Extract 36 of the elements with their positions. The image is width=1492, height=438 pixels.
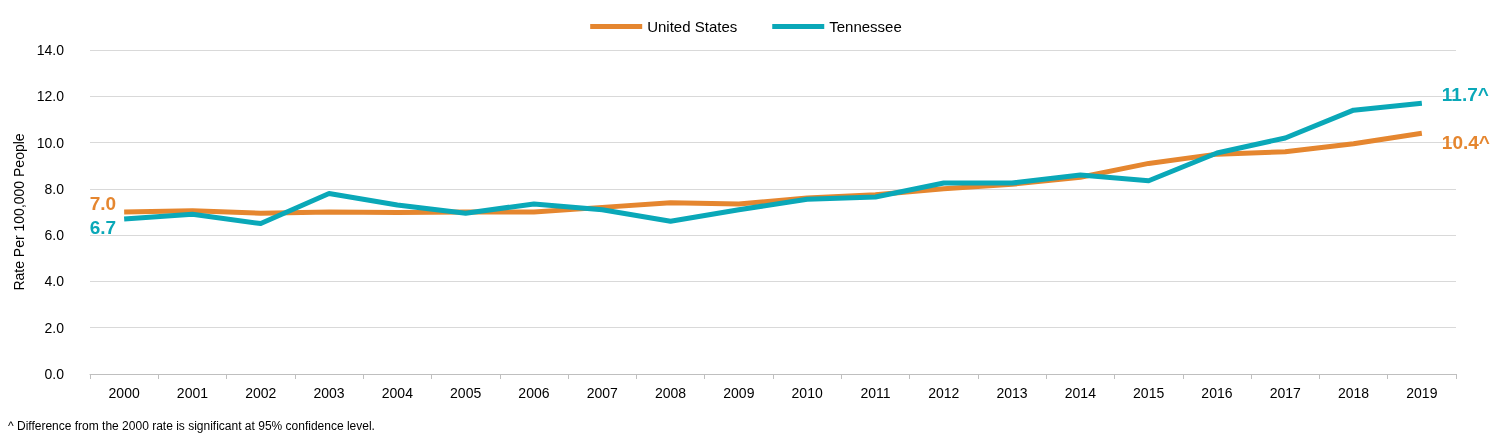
x-tick-label: 2019 bbox=[1406, 385, 1438, 401]
y-axis-title: Rate Per 100,000 People bbox=[10, 133, 27, 291]
legend-label: United States bbox=[647, 18, 738, 35]
data-label: 10.4^ bbox=[1441, 131, 1490, 153]
y-tick-label: 12.0 bbox=[36, 88, 65, 105]
x-tick-label: 2002 bbox=[245, 385, 277, 401]
y-tick-label: 6.0 bbox=[44, 227, 65, 244]
x-tick-label: 2018 bbox=[1337, 385, 1370, 401]
y-tick-label: 10.0 bbox=[36, 134, 65, 151]
y-tick-label: 2.0 bbox=[44, 319, 65, 336]
x-tick-label: 2011 bbox=[860, 385, 891, 401]
y-tick-label: 0.0 bbox=[44, 366, 65, 382]
x-tick-label: 2005 bbox=[450, 385, 482, 401]
x-tick-label: 2006 bbox=[518, 385, 550, 401]
x-tick-label: 2015 bbox=[1133, 385, 1165, 401]
x-tick-label: 2016 bbox=[1201, 385, 1233, 401]
y-tick-label: 4.0 bbox=[44, 273, 65, 290]
x-tick-label: 2007 bbox=[586, 385, 619, 401]
text: ^ Difference from the 2000 rate is significant at 95% confidence level. bbox=[8, 419, 375, 433]
data-label: 11.7^ bbox=[1441, 83, 1489, 105]
x-tick-label: 2001 bbox=[176, 385, 209, 401]
x-tick-label: 2009 bbox=[723, 385, 755, 401]
x-tick-label: 2003 bbox=[313, 385, 345, 401]
x-tick-label: 2008 bbox=[654, 385, 687, 401]
y-tick-label: 14.0 bbox=[36, 42, 65, 58]
x-tick-label: 2017 bbox=[1269, 385, 1302, 401]
x-tick-label: 2013 bbox=[996, 385, 1028, 401]
x-tick-label: 2014 bbox=[1064, 385, 1097, 401]
x-tick-label: 2010 bbox=[791, 385, 823, 401]
legend-label: Tennessee bbox=[829, 18, 902, 35]
data-label: 7.0 bbox=[89, 192, 117, 214]
data-label: 6.7 bbox=[89, 217, 117, 239]
x-tick-label: 2000 bbox=[108, 385, 140, 401]
x-tick-label: 2012 bbox=[928, 385, 960, 401]
y-tick-label: 8.0 bbox=[44, 180, 65, 197]
x-tick-label: 2004 bbox=[381, 385, 414, 401]
